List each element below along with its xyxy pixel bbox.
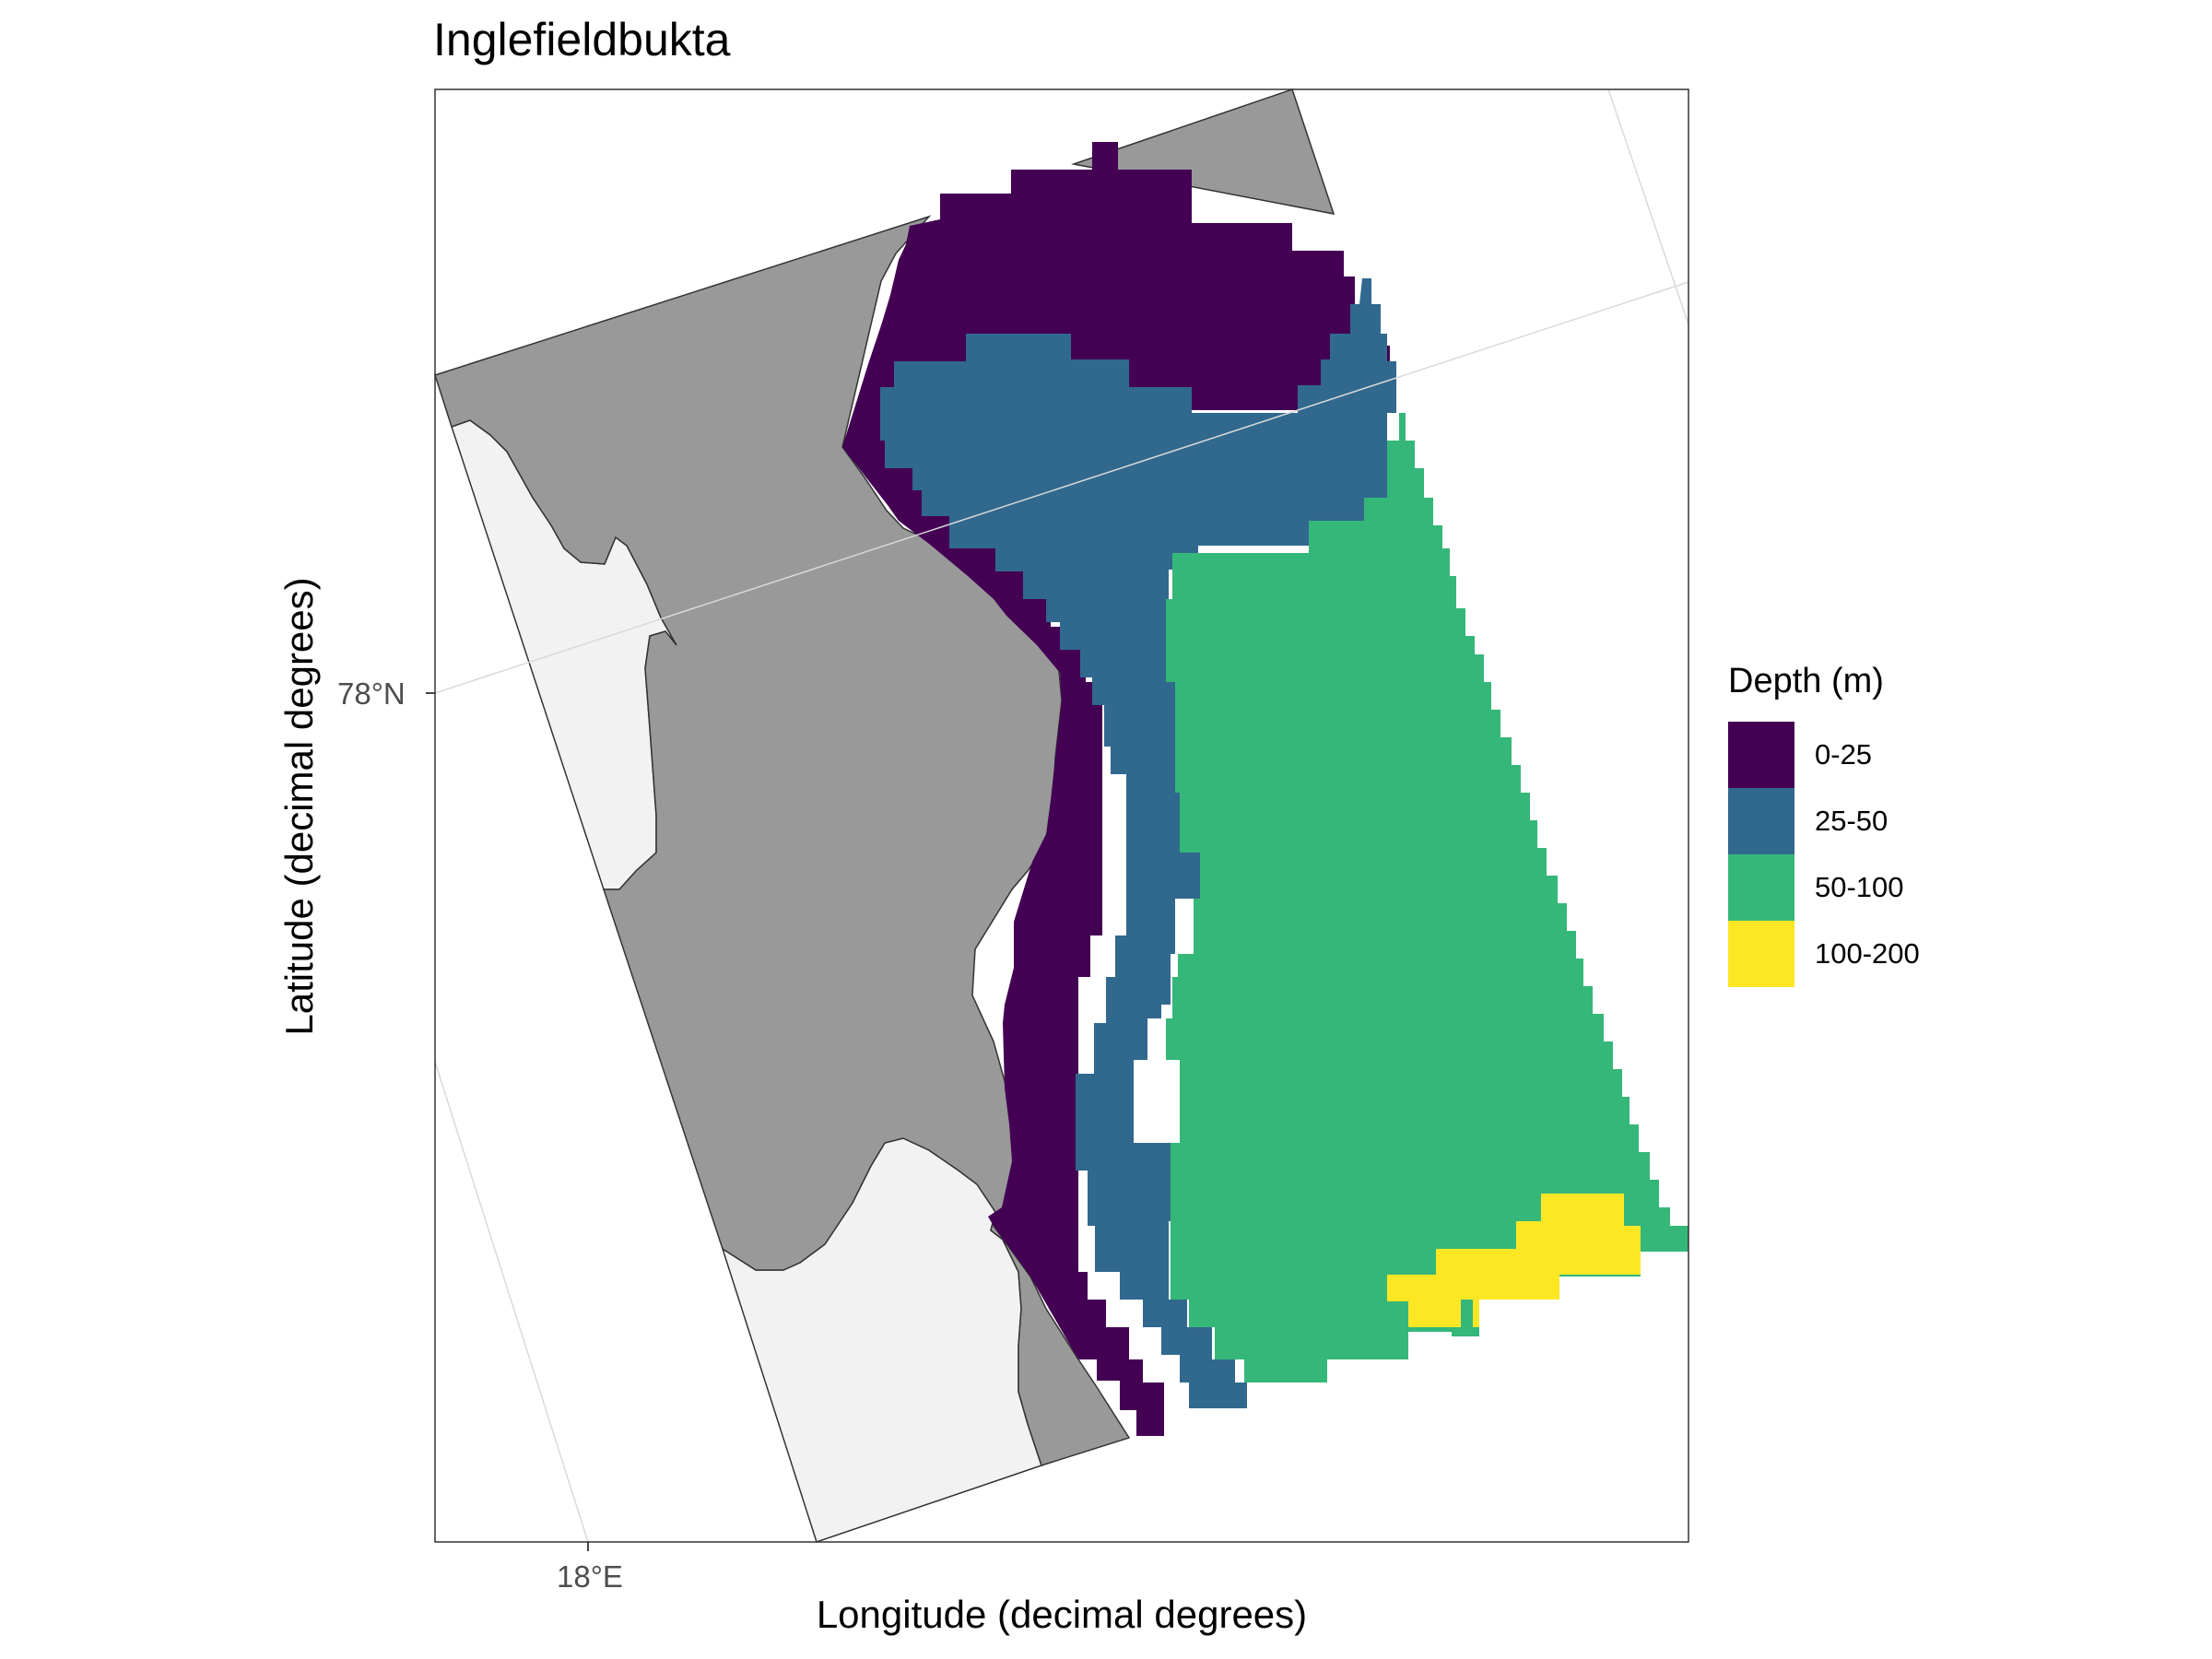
y-axis-label: Latitude (decimal degrees) — [277, 577, 321, 1036]
x-axis-label: Longitude (decimal degrees) — [816, 1593, 1308, 1636]
graticule-latitude-78 — [434, 281, 1689, 694]
legend-item: 100-200 — [1728, 921, 1920, 987]
legend: Depth (m) 0-25 25-50 50-100 100-200 — [1728, 662, 1920, 987]
legend-title: Depth (m) — [1728, 662, 1884, 700]
legend-swatch — [1728, 722, 1794, 788]
legend-item: 25-50 — [1728, 788, 1920, 854]
depth-zone-100-200 — [1387, 1194, 1641, 1327]
legend-label: 25-50 — [1815, 805, 1888, 837]
legend-label: 50-100 — [1815, 871, 1904, 903]
graticule-longitude-18 — [434, 1061, 589, 1543]
depth-zone-25-50 — [880, 278, 1401, 1408]
legend-label: 100-200 — [1815, 937, 1920, 970]
legend-item: 50-100 — [1728, 854, 1920, 921]
legend-label: 0-25 — [1815, 738, 1873, 771]
plot-panel-border — [434, 88, 1689, 1543]
legend-swatch — [1728, 921, 1794, 987]
lat-tick-label: 78°N — [337, 677, 406, 711]
depth-zone-50-100-sliver — [1461, 1300, 1470, 1327]
legend-swatch — [1728, 788, 1794, 854]
lon-tick-label: 18°E — [557, 1559, 623, 1594]
legend-swatch — [1728, 854, 1794, 921]
depth-zone-50-100 — [1166, 413, 1688, 1382]
chart-title: Inglefieldbukta — [433, 14, 731, 65]
graticule-longitude-19 — [1607, 88, 1689, 325]
land-polygon-north — [1071, 88, 1335, 215]
legend-item: 0-25 — [1728, 722, 1920, 788]
